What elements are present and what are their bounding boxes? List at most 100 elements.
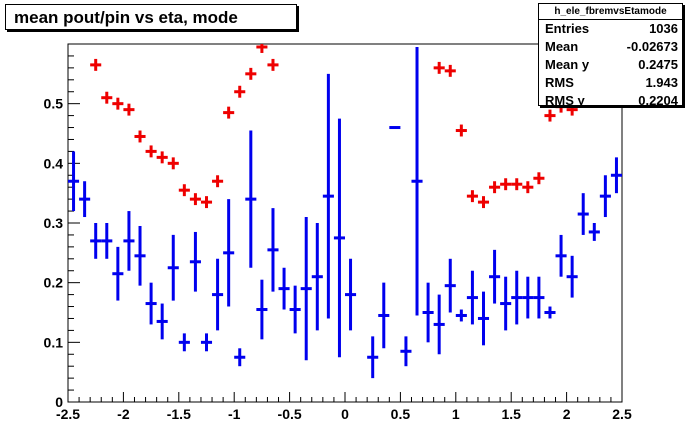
data-point: [367, 336, 379, 379]
data-point: [234, 348, 246, 367]
data-point: [322, 73, 334, 319]
y-tick-label: 0.1: [44, 334, 64, 350]
data-point: [444, 258, 456, 313]
data-point: [533, 172, 545, 185]
data-point: [289, 285, 301, 334]
data-point: [234, 85, 246, 98]
data-markers: [68, 44, 622, 379]
data-point: [300, 217, 312, 361]
data-point: [477, 291, 490, 346]
data-point: [145, 282, 157, 325]
data-point: [433, 294, 445, 355]
data-point: [112, 246, 124, 301]
x-tick-label: 2: [563, 406, 571, 422]
data-point: [599, 175, 611, 218]
x-tick-label: 0: [341, 406, 349, 422]
data-point: [79, 181, 91, 218]
x-tick-label: -2.5: [56, 406, 80, 422]
plot-title: mean pout/pin vs eta, mode: [5, 4, 297, 30]
stats-label: Mean y: [545, 57, 590, 72]
data-point: [455, 124, 467, 137]
data-point: [112, 97, 124, 110]
data-point: [256, 279, 268, 340]
data-point: [178, 333, 190, 352]
data-point: [212, 175, 224, 188]
y-tick-label: 0.2: [44, 275, 64, 291]
data-point: [533, 276, 545, 319]
data-point: [90, 223, 102, 259]
stats-value: -0.02673: [626, 39, 678, 54]
stats-row-mean: Mean -0.02673: [539, 38, 682, 56]
data-point: [156, 303, 168, 340]
data-point: [189, 193, 201, 206]
data-point: [500, 178, 512, 191]
stats-value: 0.2475: [638, 57, 678, 72]
stats-value: 1036: [649, 21, 678, 36]
data-point: [444, 64, 456, 77]
data-point: [555, 234, 567, 277]
data-point: [522, 276, 534, 319]
data-point: [333, 118, 345, 358]
data-point: [577, 193, 589, 235]
data-point: [411, 46, 423, 316]
stats-row-rms-y: RMS y 0.2204: [539, 92, 682, 110]
data-point: [267, 208, 279, 292]
data-point: [212, 258, 224, 331]
y-tick-label: 0.3: [44, 215, 64, 231]
data-point: [200, 196, 213, 209]
x-tick-label: -2: [117, 406, 130, 422]
stats-label: Mean: [545, 39, 579, 54]
y-tick-label: 0.5: [44, 96, 64, 112]
data-point: [134, 225, 146, 286]
x-tick-label: 1.5: [501, 406, 521, 422]
data-point: [101, 91, 113, 104]
x-tick-label: -0.5: [278, 406, 302, 422]
stats-label: RMS: [545, 75, 574, 90]
data-point: [378, 282, 390, 349]
y-tick-label: 0: [55, 394, 63, 410]
data-point: [489, 181, 501, 194]
stats-row-rms: RMS 1.943: [539, 74, 682, 92]
data-point: [101, 223, 113, 259]
stats-box: h_ele_fbremvsEtamode Entries 1036 Mean -…: [538, 3, 683, 108]
data-point: [245, 130, 257, 268]
stats-label: RMS y: [545, 93, 585, 108]
data-point: [400, 336, 412, 367]
x-tick-label: 2.5: [612, 406, 632, 422]
x-tick-label: -1.5: [167, 406, 191, 422]
data-point: [123, 211, 135, 271]
data-point: [267, 58, 279, 71]
data-point: [610, 157, 622, 194]
data-point: [278, 267, 290, 310]
data-point: [156, 151, 168, 164]
stats-value: 0.2204: [638, 93, 678, 108]
axes: -2.5 -2 -1.5 -1 -0.5 0 0.5 1 1.5 2 2.5 0 0.1 0.2 0.3 0.…: [44, 55, 632, 422]
data-point: [134, 130, 146, 143]
data-point: [90, 58, 102, 71]
plot-frame: [67, 43, 623, 403]
data-point: [511, 270, 523, 325]
data-point: [223, 106, 235, 119]
data-point: [256, 44, 268, 53]
stats-value: 1.943: [645, 75, 678, 90]
data-point: [489, 249, 501, 304]
data-point: [345, 258, 357, 331]
stats-row-entries: Entries 1036: [539, 20, 682, 38]
data-point: [167, 157, 179, 170]
stats-histogram-name: h_ele_fbremvsEtamode: [539, 4, 682, 20]
data-point: [466, 270, 478, 325]
x-tick-label: 1: [452, 406, 460, 422]
data-point: [500, 276, 512, 331]
data-point: [223, 199, 235, 307]
data-point: [511, 178, 523, 191]
data-point: [466, 190, 478, 203]
data-point: [68, 151, 80, 212]
data-point: [522, 181, 534, 194]
data-point: [245, 67, 257, 80]
y-tick-label: 0.4: [44, 155, 64, 171]
data-point: [178, 184, 190, 197]
data-point: [544, 306, 556, 319]
data-point: [477, 196, 490, 209]
data-point: [433, 61, 445, 74]
data-point: [167, 234, 179, 301]
